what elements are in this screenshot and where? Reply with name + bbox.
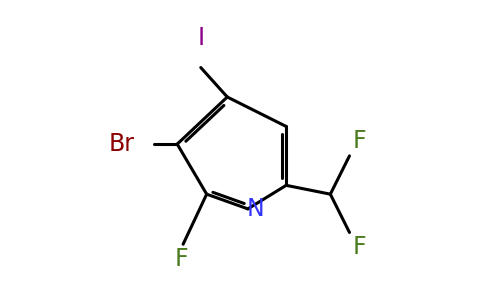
- Text: F: F: [352, 235, 366, 259]
- Text: I: I: [197, 26, 204, 50]
- Text: F: F: [352, 129, 366, 153]
- Text: N: N: [246, 197, 264, 221]
- Text: F: F: [175, 247, 188, 271]
- Text: Br: Br: [108, 132, 135, 156]
